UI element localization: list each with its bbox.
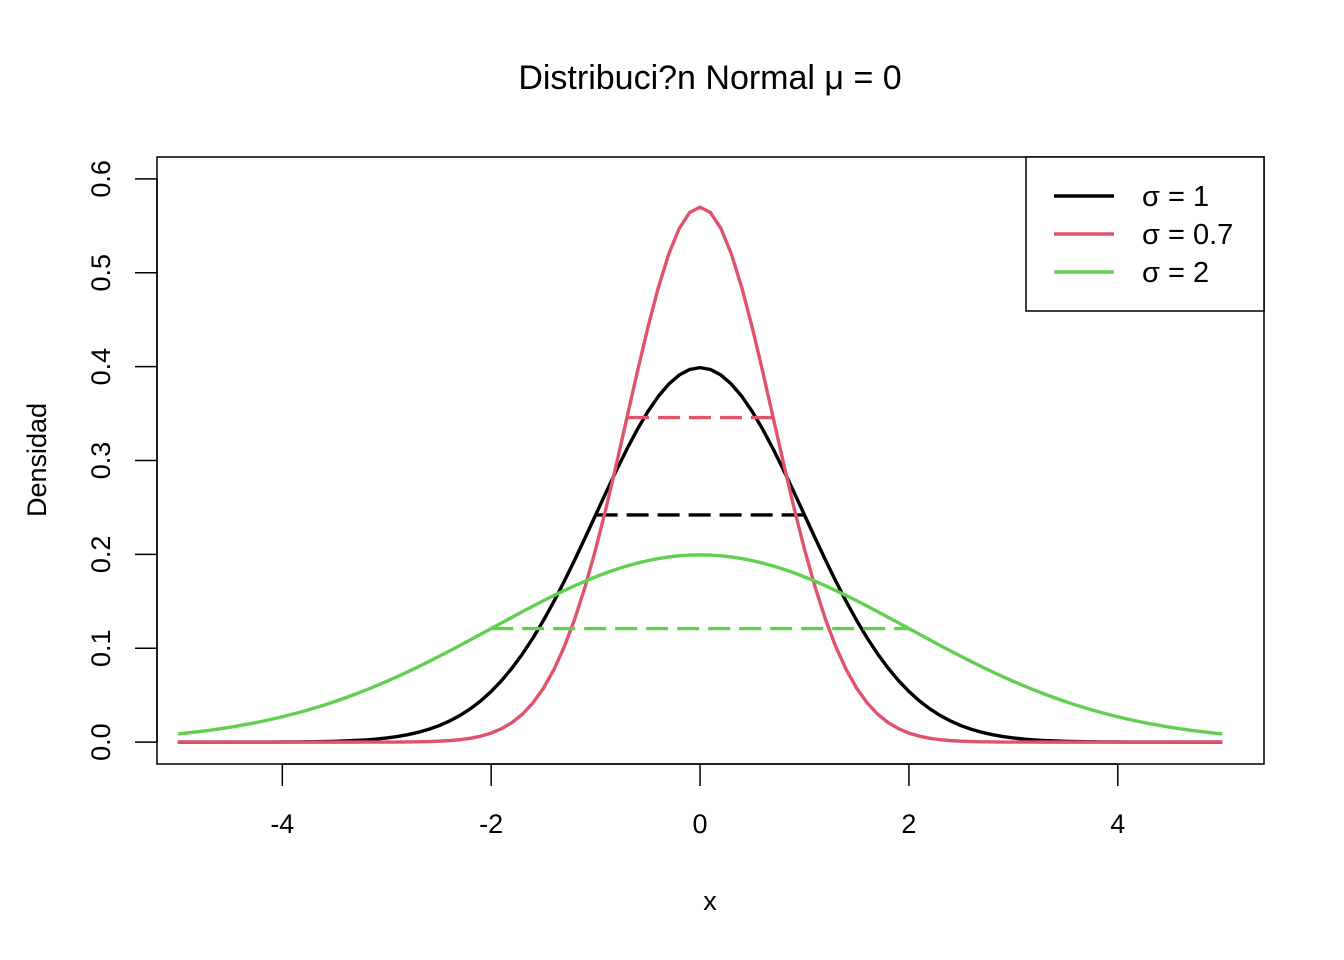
x-axis-label: x <box>703 886 717 916</box>
y-tick-label: 0.0 <box>86 723 116 761</box>
x-axis: -4 -2 0 2 4 <box>270 763 1125 839</box>
y-tick-label: 0.5 <box>86 254 116 292</box>
chart-title: Distribuci?n Normal μ = 0 <box>518 59 901 97</box>
legend-label-0: σ = 1 <box>1142 181 1209 213</box>
y-tick-label: 0.6 <box>86 160 116 198</box>
x-tick-label: 4 <box>1110 809 1125 839</box>
series-line-2 <box>177 553 1223 736</box>
x-tick-label: 2 <box>901 809 916 839</box>
x-tick-label: -4 <box>270 809 294 839</box>
x-tick-label: 0 <box>693 809 708 839</box>
y-tick-label: 0.1 <box>86 629 116 667</box>
y-axis: 0.0 0.1 0.2 0.3 0.4 0.5 0.6 <box>86 160 158 761</box>
legend: σ = 1 σ = 0.7 σ = 2 <box>1025 156 1265 312</box>
series-layer <box>177 205 1223 744</box>
y-tick-label: 0.3 <box>86 442 116 480</box>
y-tick-label: 0.4 <box>86 348 116 386</box>
y-axis-label: Densidad <box>22 403 52 517</box>
legend-label-2: σ = 2 <box>1142 257 1209 289</box>
y-tick-label: 0.2 <box>86 536 116 574</box>
x-tick-label: -2 <box>479 809 503 839</box>
legend-label-1: σ = 0.7 <box>1142 219 1233 251</box>
series-line-1 <box>177 205 1223 744</box>
